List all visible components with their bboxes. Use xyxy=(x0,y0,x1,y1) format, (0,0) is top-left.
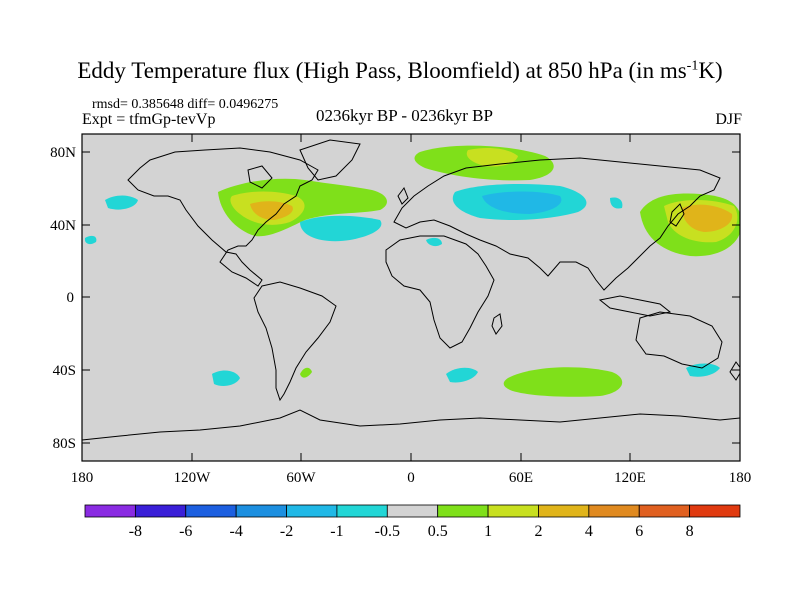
coast-south-america xyxy=(253,281,337,402)
lon-label-60w: 60W xyxy=(286,470,316,486)
coast-north-america xyxy=(127,147,319,287)
coast-madagascar xyxy=(491,313,503,335)
title-superscript: -1 xyxy=(686,58,699,74)
map-background xyxy=(82,134,740,461)
colorbar-swatch-5 xyxy=(336,504,388,518)
title-main: Eddy Temperature flux (High Pass, Bloomf… xyxy=(77,58,687,83)
anomaly-s-pacific-teal xyxy=(212,370,240,386)
anomaly-pacific-teal-1 xyxy=(105,195,138,210)
lat-label-80n: 80N xyxy=(50,145,76,161)
colorbar-label-7: 1 xyxy=(484,523,492,540)
anomaly-nw-pacific-orange xyxy=(682,204,733,232)
stats-label: rmsd= 0.385648 diff= 0.0496275 xyxy=(92,97,279,112)
colorbar-swatch-3 xyxy=(235,504,287,518)
colorbar-label-11: 8 xyxy=(686,523,694,540)
anomaly-s-atlantic-teal xyxy=(446,367,478,383)
anomaly-eurasia-blue xyxy=(482,191,562,214)
experiment-label: Expt = tfmGp-tevVp xyxy=(82,111,216,128)
colorbar-label-3: -2 xyxy=(280,523,293,540)
colorbar-label-2: -4 xyxy=(229,523,242,540)
axis-ticks xyxy=(82,134,740,461)
colorbar-swatch-7 xyxy=(437,504,489,518)
lon-label-0: 0 xyxy=(407,470,415,486)
coast-indonesia xyxy=(598,295,672,317)
coast-new-zealand xyxy=(729,361,740,381)
anomaly-small-teal-4 xyxy=(610,197,623,209)
coastlines xyxy=(82,139,740,441)
lat-label-40s: 40S xyxy=(53,363,76,379)
coast-antarctica xyxy=(82,409,740,441)
coast-uk xyxy=(397,186,409,205)
colorbar-label-10: 6 xyxy=(635,523,643,540)
colorbar-swatch-10 xyxy=(588,504,640,518)
colorbar-label-9: 4 xyxy=(585,523,593,540)
colorbar-swatch-4 xyxy=(286,504,338,518)
lat-label-80s: 80S xyxy=(53,436,76,452)
coast-africa xyxy=(385,235,495,349)
anomaly-atlantic-teal xyxy=(300,215,382,242)
colorbar-label-0: -8 xyxy=(129,523,142,540)
colorbar-swatch-12 xyxy=(689,504,741,518)
anomaly-s-atlantic-green xyxy=(300,367,312,378)
colorbar-swatch-2 xyxy=(185,504,237,518)
chart-title: Eddy Temperature flux (High Pass, Bloomf… xyxy=(0,58,800,84)
colorbar-label-4: -1 xyxy=(330,523,343,540)
coast-australia xyxy=(635,311,723,369)
lon-label-60e: 60E xyxy=(509,470,533,486)
lon-label-120e: 120E xyxy=(614,470,646,486)
colorbar-swatch-0 xyxy=(84,504,136,518)
colorbar-swatch-1 xyxy=(134,504,187,518)
period-label: 0236kyr BP - 0236kyr BP xyxy=(316,106,493,125)
colorbar-label-1: -6 xyxy=(179,523,192,540)
colorbar-swatch-9 xyxy=(538,504,590,518)
anomaly-southern-ocean-green xyxy=(503,367,623,397)
colorbar-swatch-8 xyxy=(487,504,539,518)
colorbar-label-8: 2 xyxy=(534,523,542,540)
title-tail: K) xyxy=(698,58,723,83)
anomaly-arctic-yellow xyxy=(466,148,518,167)
anomaly-small-teal-3 xyxy=(426,237,442,247)
colorbar-swatch-11 xyxy=(638,504,691,518)
anomaly-fields xyxy=(84,145,740,397)
coast-hudson-bay xyxy=(247,165,273,189)
colorbar-label-6: 0.5 xyxy=(428,523,448,540)
colorbar-label-5: -0.5 xyxy=(375,523,400,540)
coast-japan xyxy=(669,203,685,227)
lon-label-180w: 180 xyxy=(71,470,94,486)
anomaly-pacific-teal-2 xyxy=(84,235,97,245)
lon-label-180e: 180 xyxy=(729,470,752,486)
colorbar-swatch-6 xyxy=(386,504,439,518)
coast-eurasia xyxy=(393,157,721,291)
coast-greenland xyxy=(299,139,361,181)
lat-label-0: 0 xyxy=(67,290,75,306)
season-label: DJF xyxy=(715,111,742,128)
colorbar: -8 -6 -4 -2 -1 -0.5 0.5 1 2 4 6 8 xyxy=(84,504,741,540)
lat-labels: 80N 40N 0 40S 80S xyxy=(50,145,76,452)
lat-label-40n: 40N xyxy=(50,218,76,234)
lon-label-120w: 120W xyxy=(174,470,212,486)
lon-labels: 180 120W 60W 0 60E 120E 180 xyxy=(71,470,752,486)
